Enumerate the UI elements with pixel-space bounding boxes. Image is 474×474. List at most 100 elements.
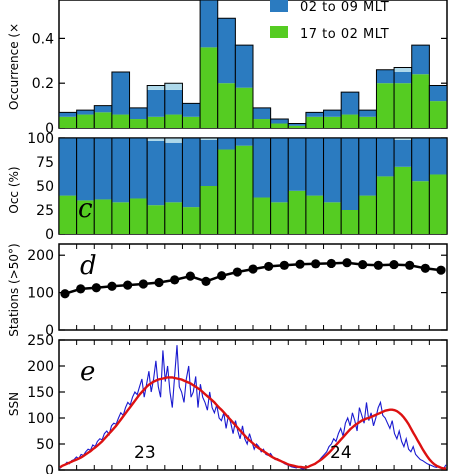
stations-point: [201, 276, 211, 286]
panel-letter-c: c: [78, 194, 93, 224]
b-bars-bar-s0: [376, 83, 395, 128]
stations-point: [295, 259, 305, 269]
b-bars-bar-s1: [305, 112, 324, 117]
d-axes-ytick-label: 0: [45, 323, 54, 339]
c-bars-bar-s1: [235, 138, 254, 146]
c-bars-bar-s0: [270, 202, 289, 234]
stations-point: [60, 289, 70, 299]
b-bars-bar-s0: [270, 123, 289, 128]
stations-point: [91, 283, 101, 293]
b-bars-bar-s1: [94, 105, 113, 113]
stations-point: [326, 258, 336, 269]
c-bars-bar-s1: [217, 138, 236, 150]
b-bars-bar-outline: [234, 44, 254, 128]
c-bars-bar-s0: [305, 195, 324, 234]
b-bars-bar-s0: [253, 119, 271, 128]
c-bars-bar-s0: [235, 145, 254, 234]
b-bars-bar-s1: [253, 107, 271, 120]
b-bars-bar-s1: [147, 89, 166, 117]
b-bars-bar-s0: [341, 114, 360, 128]
ssn-monthly-line: [59, 345, 447, 470]
b-bars-bar-s0: [323, 116, 342, 128]
b-bars-bar-s0: [235, 87, 254, 128]
panel-e-lines: [59, 345, 447, 470]
c-bars-bar-s0: [288, 190, 307, 234]
b-bars-bar-s0: [129, 119, 148, 128]
c-bars-bar-s2: [200, 138, 219, 140]
b-bars-bar-s1: [394, 72, 413, 84]
stations-point: [358, 259, 368, 270]
c-bars-bar-s0: [217, 149, 236, 234]
e-axes-ytick-label: 50: [36, 437, 54, 453]
b-bars-bar-s0: [76, 114, 95, 128]
stations-point: [217, 271, 227, 281]
legend-swatch-17-02: [270, 26, 288, 38]
c-bars-bar-s1: [288, 138, 307, 191]
c-axes-ytick-label: 25: [36, 203, 54, 219]
panel-c-bars: [58, 137, 448, 234]
legend-swatch-02-09: [270, 0, 288, 12]
panel-c-occ: Occ (%) 0 25 50 75 100 c: [7, 131, 448, 243]
b-bars-bar-s1: [411, 45, 430, 75]
b-axes-ytick-label: 0: [45, 121, 54, 137]
b-bars-bar-s0: [288, 125, 307, 128]
b-bars-bar-s1: [164, 89, 183, 115]
c-bars-bar-s1: [305, 138, 324, 196]
b-axes-ytick-label: 0.2: [32, 76, 54, 92]
panel-e-axes: 0 50 100 150 200 250: [27, 333, 448, 474]
c-bars-bar-s1: [182, 138, 201, 208]
stations-point: [342, 258, 352, 268]
stations-point: [279, 260, 289, 270]
c-bars-bar-s0: [147, 205, 166, 234]
panel-d-stations: Stations (>50°) 0 100 200 d: [7, 243, 448, 339]
b-bars-bar-s0: [94, 112, 113, 128]
stations-point: [138, 279, 148, 289]
b-bars-bar-s1: [270, 119, 289, 124]
b-bars-bar-s1: [323, 110, 342, 117]
legend-label-02-09: 02 to 09 MLT: [300, 0, 389, 15]
c-bars-bar-outline: [428, 137, 448, 234]
c-bars-bar-s0: [341, 210, 360, 234]
stations-point: [107, 281, 117, 291]
stations-point: [311, 259, 321, 269]
b-bars-bar-s2: [394, 67, 413, 72]
c-bars-bar-s1: [270, 138, 289, 203]
panel-b-bars: [58, 0, 448, 128]
c-bars-bar-s1: [147, 140, 166, 206]
c-axes-ytick-label: 50: [36, 179, 54, 195]
e-axes-ytick-label: 250: [27, 333, 54, 349]
b-bars-bar-s0: [182, 116, 201, 128]
c-axes-ytick-label: 75: [36, 155, 54, 171]
b-bars-bar-s0: [111, 114, 130, 128]
b-bars-bar-s0: [358, 116, 377, 128]
e-axes-ytick-label: 200: [27, 359, 54, 375]
panel-letter-e: e: [80, 357, 95, 387]
b-bars-bar-s1: [358, 110, 377, 117]
c-bars-bar-s0: [76, 200, 95, 234]
c-bars-bar-s1: [411, 138, 430, 182]
b-bars-bar-s1: [341, 92, 360, 115]
c-bars-bar-s2: [164, 138, 183, 143]
b-bars-bar-s0: [147, 116, 166, 128]
stations-point: [389, 259, 399, 270]
c-bars-bar-s1: [341, 138, 360, 210]
c-bars-bar-s0: [253, 197, 271, 234]
c-bars-bar-s0: [129, 198, 148, 234]
b-bars-bar-s1: [288, 123, 307, 126]
stations-point: [76, 284, 86, 294]
c-bars-bar-s0: [111, 202, 130, 234]
panel-e-ylabel: SSN: [7, 392, 21, 416]
stations-point: [405, 260, 415, 270]
b-bars-bar-s0: [305, 116, 324, 128]
d-axes-ytick-label: 100: [27, 286, 54, 302]
b-bars-bar-s1: [59, 112, 77, 117]
c-bars-bar-s1: [358, 138, 377, 196]
e-axes-ytick-label: 150: [27, 385, 54, 401]
b-bars-bar-s1: [129, 107, 148, 120]
panel-b-occurrence: Occurrence (× 0 0.2 0.4 02 to 09 MLT 17 to…: [7, 0, 448, 137]
b-bars-bar-outline: [252, 107, 272, 128]
b-bars-bar-s0: [200, 47, 219, 128]
c-bars-bar-s2: [394, 138, 413, 140]
c-bars-bar-s1: [376, 138, 395, 177]
